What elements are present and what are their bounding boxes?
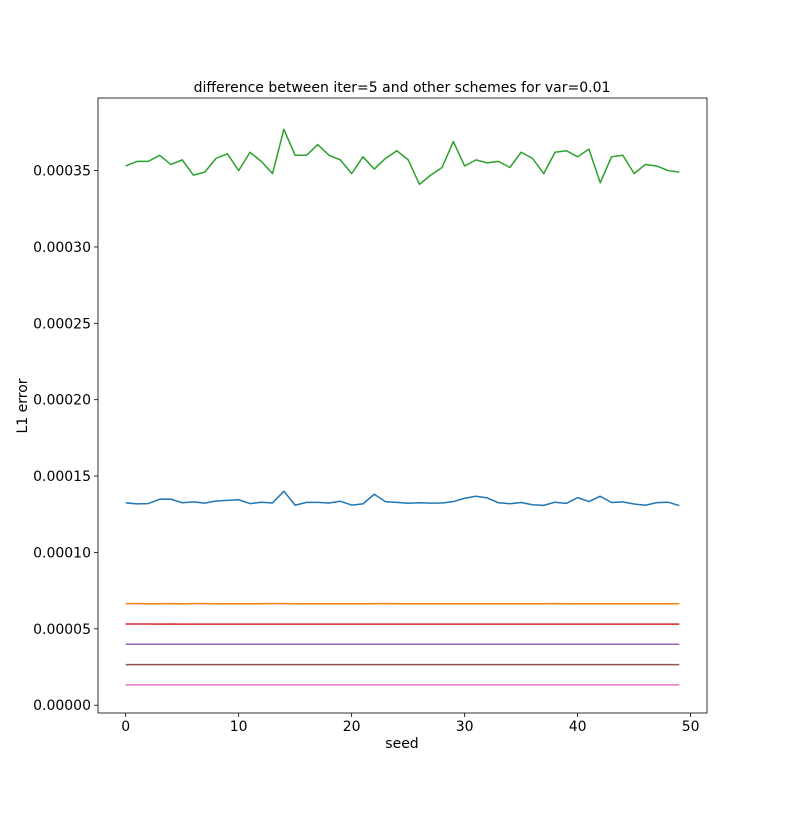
plot-area-frame [97, 97, 708, 714]
x-tick-label: 40 [569, 719, 587, 735]
x-axis-label: seed [385, 736, 418, 752]
series-line-1 [125, 128, 680, 186]
y-tick-label: 0.00005 [33, 622, 91, 638]
y-tick-label: 0.00015 [33, 469, 91, 485]
y-tick-label: 0.00020 [33, 393, 91, 409]
series-layer [125, 128, 680, 686]
x-tick-label: 20 [343, 719, 361, 735]
x-tick-label: 10 [230, 719, 248, 735]
y-tick-label: 0.00000 [33, 698, 91, 714]
series-line-2 [125, 490, 680, 507]
y-tick-label: 0.00010 [33, 545, 91, 561]
y-tick-label: 0.00035 [33, 164, 91, 180]
x-tick-label: 50 [682, 719, 700, 735]
x-axis: 0 10 20 30 40 50 [121, 713, 700, 735]
y-axis-label: L1 error [15, 378, 31, 433]
chart-title: difference between iter=5 and other sche… [194, 80, 611, 96]
y-tick-label: 0.00030 [33, 240, 91, 256]
x-tick-label: 30 [456, 719, 474, 735]
y-tick-label: 0.00025 [33, 316, 91, 332]
y-axis: 0.00000 0.00005 0.00010 0.00015 0.00020 0.000… [33, 164, 98, 714]
x-tick-label: 0 [121, 719, 130, 735]
